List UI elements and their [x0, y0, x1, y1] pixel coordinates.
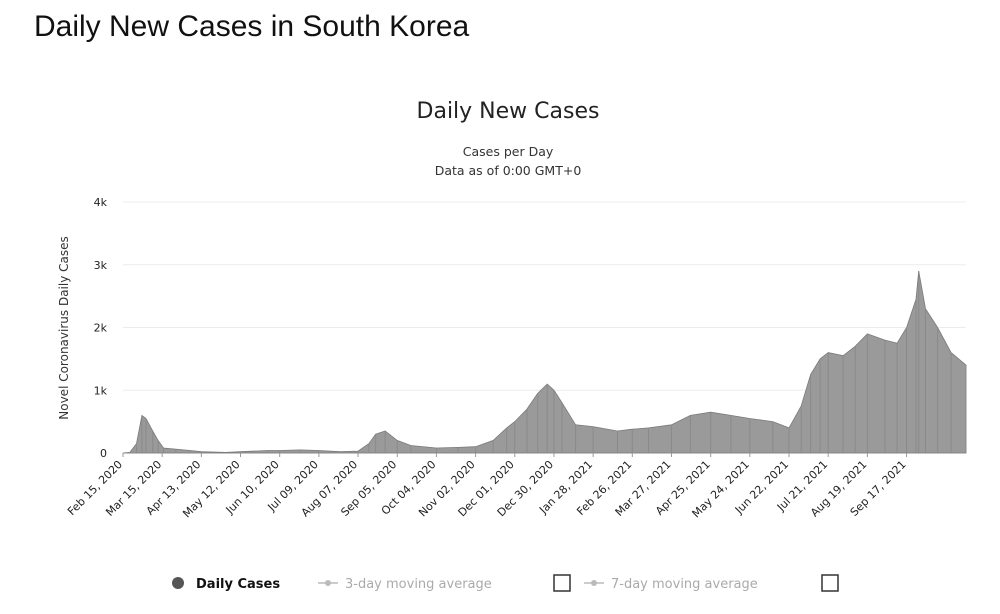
legend-3day-checkbox[interactable] — [553, 574, 571, 592]
chart-subtitle-line-1: Cases per Day — [463, 144, 554, 159]
legend-3day-label: 3-day moving average — [345, 577, 492, 592]
legend-7day-checkbox[interactable] — [821, 574, 839, 592]
legend-daily-cases-marker — [172, 577, 184, 589]
legend: Daily Cases 3-day moving average 7-day mov… — [172, 574, 839, 592]
y-axis-label: Novel Coronavirus Daily Cases — [57, 236, 71, 419]
daily-cases-area — [122, 270, 967, 454]
plot-area — [122, 270, 967, 454]
y-tick-label: 0 — [100, 447, 107, 460]
y-tick-label: 2k — [94, 322, 108, 335]
page-heading: Daily New Cases in South Korea — [34, 10, 470, 43]
legend-7day-label: 7-day moving average — [611, 577, 758, 592]
legend-daily-cases-label: Daily Cases — [196, 577, 280, 592]
chart-title: Daily New Cases — [417, 99, 600, 124]
y-tick-label: 1k — [94, 384, 108, 397]
chart-subtitle-line-2: Data as of 0:00 GMT+0 — [435, 163, 582, 178]
y-tick-label: 3k — [94, 259, 108, 272]
y-tick-label: 4k — [94, 196, 108, 209]
legend-3day-marker — [325, 580, 331, 586]
y-axis-ticks: 0 1k 2k 3k 4k — [94, 196, 108, 460]
legend-7day-marker — [591, 580, 597, 586]
